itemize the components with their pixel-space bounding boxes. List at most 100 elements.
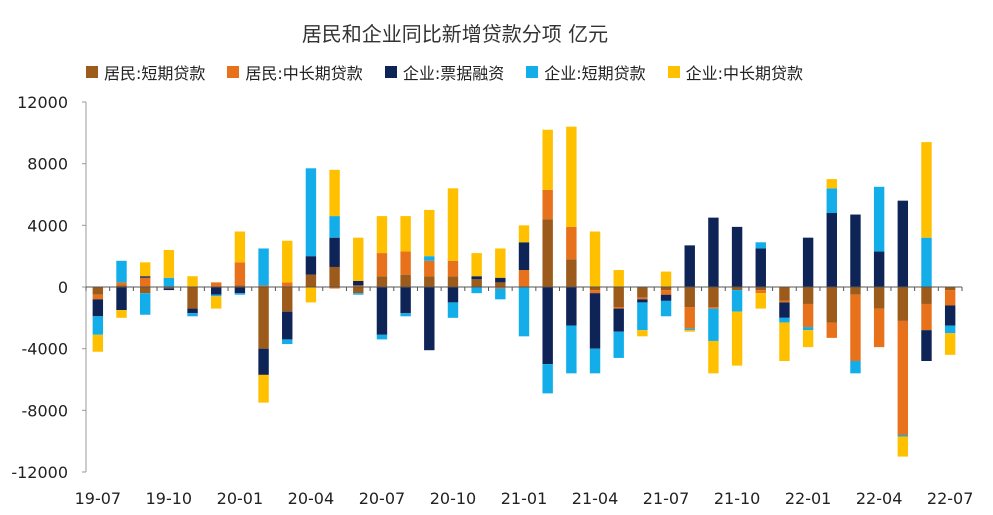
bar-segment [234, 285, 246, 287]
bar-segment [613, 331, 624, 358]
bar-segment [116, 285, 127, 287]
bar-segment [400, 313, 411, 317]
bar-segment [471, 276, 482, 280]
legend-label: 企业:票据融资 [402, 64, 505, 83]
bar-segment [921, 142, 932, 238]
bar-segment [495, 287, 506, 289]
bar-segment [684, 307, 695, 329]
x-tick-label: 20-04 [288, 489, 335, 508]
bar-segment [613, 308, 624, 332]
bar-segment [802, 303, 814, 328]
bar-segment [637, 287, 648, 298]
bar-segment [542, 219, 553, 287]
bar-segment [447, 302, 459, 318]
bar-segment [282, 311, 293, 340]
x-tick-label: 21-01 [501, 489, 548, 508]
bar-segment [755, 290, 766, 294]
bar-segment [376, 216, 388, 254]
bar-segment [447, 188, 459, 261]
bar-segment [566, 126, 577, 227]
bar-segment [376, 334, 388, 340]
legend-item: 企业:中长期贷款 [667, 60, 803, 84]
bar-segment [637, 299, 648, 303]
bar-segment [589, 293, 601, 349]
bar-segment [897, 435, 909, 437]
legend-label: 居民:短期贷款 [104, 64, 206, 83]
bar-segment [566, 325, 577, 374]
bar-segment [211, 287, 222, 295]
bar-segment [234, 293, 246, 295]
y-tick-label: -12000 [11, 463, 68, 482]
y-tick-label: -4000 [22, 340, 69, 359]
bar-segment [424, 256, 435, 261]
bar-segment [542, 129, 553, 190]
bar-segment [542, 189, 553, 220]
bar-segment [850, 294, 861, 361]
bar-segment [660, 287, 672, 291]
bar-segment [471, 287, 482, 294]
bar-segment [329, 287, 340, 289]
bar-segment [211, 294, 222, 297]
bar-segment [826, 179, 837, 189]
bar-segment [187, 308, 198, 314]
bar-segment [234, 287, 246, 294]
bar-segment [305, 274, 317, 287]
bar-segment [92, 334, 104, 352]
bar-segment [589, 290, 601, 294]
x-tick-label: 22-07 [927, 489, 974, 508]
legend-swatch [667, 66, 680, 78]
bar-segment [921, 303, 932, 331]
bar-segment [92, 294, 104, 300]
bar-segment [731, 287, 743, 291]
chart-legend: 居民:短期贷款 居民:中长期贷款 企业:票据融资 企业:短期贷款 企业:中长期贷… [86, 60, 803, 84]
y-tick-label: 0 [58, 278, 68, 297]
bar-segment [802, 330, 814, 348]
x-tick-label: 19-07 [75, 489, 122, 508]
bar-segment [139, 276, 151, 278]
bar-segment [921, 287, 932, 304]
bar-segment [755, 293, 766, 309]
bar-segment [708, 217, 719, 287]
bar-segment [187, 287, 198, 309]
x-tick-label: 20-07 [359, 489, 406, 508]
bar-segment [258, 374, 269, 403]
bar-segment [258, 285, 269, 287]
x-tick-label: 22-01 [785, 489, 832, 508]
x-tick-label: 20-10 [430, 489, 477, 508]
x-tick-label: 22-04 [856, 489, 903, 508]
bar-segment [826, 287, 837, 323]
bar-segment [329, 169, 340, 217]
bar-segment [518, 270, 530, 287]
bar-segment [897, 320, 909, 435]
bar-segment [282, 287, 293, 312]
bar-segment [826, 188, 837, 213]
bar-segment [116, 282, 127, 286]
bar-segment [353, 287, 364, 294]
bar-segment [116, 287, 127, 311]
bar-segment [944, 287, 956, 291]
bar-segment [660, 290, 672, 295]
bar-segment [163, 250, 175, 278]
bar-segment [424, 260, 435, 277]
x-tick-label: 21-04 [572, 489, 619, 508]
bar-segment [305, 168, 317, 257]
bar-segment [684, 328, 695, 331]
bar-segment [376, 253, 388, 277]
bar-segment [779, 317, 790, 323]
bar-segment [589, 231, 601, 287]
bar-segment [637, 302, 648, 331]
bar-segment [660, 300, 672, 317]
bar-segment [731, 226, 743, 287]
bar-segment [282, 339, 293, 345]
bar-segment [873, 287, 885, 309]
legend-item: 企业:票据融资 [384, 60, 505, 84]
bar-segment [566, 259, 577, 287]
bar-segment [897, 287, 909, 321]
legend-item: 居民:短期贷款 [86, 60, 205, 84]
bar-segment [495, 282, 506, 287]
bar-segment [708, 307, 719, 309]
bar-segment [921, 237, 932, 287]
bar-segment [613, 307, 624, 309]
bar-segment [708, 308, 719, 341]
bar-segment [234, 231, 246, 263]
